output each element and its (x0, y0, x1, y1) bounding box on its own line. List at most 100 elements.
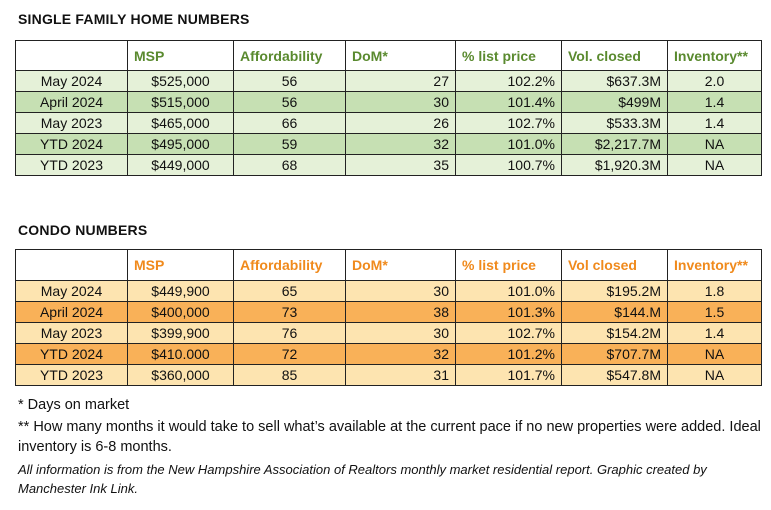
cell-dom: 32 (345, 133, 456, 155)
cell-inventory: 1.4 (667, 91, 762, 113)
header-blank (15, 249, 128, 281)
footnote-dom: * Days on market (18, 397, 130, 413)
cell-list-price: 101.2% (455, 343, 562, 365)
header-dom: DoM* (345, 249, 456, 281)
header-inventory: Inventory** (667, 40, 762, 71)
cell-affordability: 76 (233, 322, 346, 344)
cell-affordability: 72 (233, 343, 346, 365)
cell-inventory: NA (667, 133, 762, 155)
header-list-price: % list price (455, 249, 562, 281)
cell-vol-closed: $533.3M (561, 112, 668, 134)
cell-dom: 30 (345, 322, 456, 344)
cell-inventory: NA (667, 343, 762, 365)
cell-list-price: 102.7% (455, 322, 562, 344)
row-label: May 2024 (15, 280, 128, 302)
row-label: YTD 2023 (15, 154, 128, 176)
row-label: May 2024 (15, 70, 128, 92)
cell-msp: $495,000 (127, 133, 234, 155)
row-label: YTD 2023 (15, 364, 128, 386)
table-header-row: MSP Affordability DoM* % list price Vol … (15, 249, 762, 281)
single-family-title: SINGLE FAMILY HOME NUMBERS (18, 11, 250, 27)
cell-list-price: 102.7% (455, 112, 562, 134)
cell-msp: $399,900 (127, 322, 234, 344)
cell-msp: $400,000 (127, 301, 234, 323)
cell-vol-closed: $499M (561, 91, 668, 113)
footnote-inventory: ** How many months it would take to sell… (18, 419, 761, 455)
cell-vol-closed: $707.7M (561, 343, 668, 365)
table-row: May 2023 $399,900 76 30 102.7% $154.2M 1… (15, 322, 762, 344)
cell-dom: 31 (345, 364, 456, 386)
row-label: YTD 2024 (15, 133, 128, 155)
cell-inventory: 1.4 (667, 112, 762, 134)
cell-dom: 35 (345, 154, 456, 176)
cell-vol-closed: $637.3M (561, 70, 668, 92)
cell-list-price: 101.0% (455, 133, 562, 155)
header-msp: MSP (127, 249, 234, 281)
cell-msp: $525,000 (127, 70, 234, 92)
row-label: April 2024 (15, 91, 128, 113)
cell-msp: $360,000 (127, 364, 234, 386)
cell-dom: 30 (345, 91, 456, 113)
cell-msp: $410.000 (127, 343, 234, 365)
cell-affordability: 56 (233, 91, 346, 113)
table-header-row: MSP Affordability DoM* % list price Vol.… (15, 40, 762, 71)
header-vol-closed: Vol. closed (561, 40, 668, 71)
cell-vol-closed: $1,920.3M (561, 154, 668, 176)
cell-dom: 26 (345, 112, 456, 134)
condo-table: MSP Affordability DoM* % list price Vol … (15, 249, 762, 386)
cell-affordability: 56 (233, 70, 346, 92)
cell-list-price: 102.2% (455, 70, 562, 92)
header-blank (15, 40, 128, 71)
header-list-price: % list price (455, 40, 562, 71)
cell-dom: 30 (345, 280, 456, 302)
cell-inventory: NA (667, 364, 762, 386)
cell-list-price: 101.7% (455, 364, 562, 386)
single-family-table: MSP Affordability DoM* % list price Vol.… (15, 40, 762, 176)
table-row: May 2023 $465,000 66 26 102.7% $533.3M 1… (15, 112, 762, 134)
cell-affordability: 85 (233, 364, 346, 386)
header-affordability: Affordability (233, 40, 346, 71)
cell-affordability: 73 (233, 301, 346, 323)
cell-affordability: 65 (233, 280, 346, 302)
row-label: YTD 2024 (15, 343, 128, 365)
cell-affordability: 66 (233, 112, 346, 134)
cell-msp: $515,000 (127, 91, 234, 113)
cell-list-price: 101.4% (455, 91, 562, 113)
cell-inventory: 1.8 (667, 280, 762, 302)
table-row: YTD 2024 $410.000 72 32 101.2% $707.7M N… (15, 343, 762, 365)
cell-inventory: 1.5 (667, 301, 762, 323)
row-label: April 2024 (15, 301, 128, 323)
cell-inventory: 2.0 (667, 70, 762, 92)
cell-list-price: 101.3% (455, 301, 562, 323)
cell-list-price: 101.0% (455, 280, 562, 302)
cell-affordability: 59 (233, 133, 346, 155)
source-credit: All information is from the New Hampshir… (18, 462, 707, 496)
cell-vol-closed: $195.2M (561, 280, 668, 302)
table-row: YTD 2023 $360,000 85 31 101.7% $547.8M N… (15, 364, 762, 386)
cell-inventory: 1.4 (667, 322, 762, 344)
table-row: YTD 2023 $449,000 68 35 100.7% $1,920.3M… (15, 154, 762, 176)
cell-vol-closed: $547.8M (561, 364, 668, 386)
header-vol-closed: Vol closed (561, 249, 668, 281)
header-affordability: Affordability (233, 249, 346, 281)
row-label: May 2023 (15, 112, 128, 134)
table-row: May 2024 $525,000 56 27 102.2% $637.3M 2… (15, 70, 762, 92)
cell-msp: $449,000 (127, 154, 234, 176)
cell-dom: 27 (345, 70, 456, 92)
table-row: May 2024 $449,900 65 30 101.0% $195.2M 1… (15, 280, 762, 302)
cell-msp: $449,900 (127, 280, 234, 302)
cell-affordability: 68 (233, 154, 346, 176)
table-row: April 2024 $515,000 56 30 101.4% $499M 1… (15, 91, 762, 113)
header-inventory: Inventory** (667, 249, 762, 281)
row-label: May 2023 (15, 322, 128, 344)
cell-dom: 32 (345, 343, 456, 365)
cell-dom: 38 (345, 301, 456, 323)
cell-vol-closed: $144.M (561, 301, 668, 323)
header-dom: DoM* (345, 40, 456, 71)
table-row: YTD 2024 $495,000 59 32 101.0% $2,217.7M… (15, 133, 762, 155)
table-row: April 2024 $400,000 73 38 101.3% $144.M … (15, 301, 762, 323)
header-msp: MSP (127, 40, 234, 71)
cell-vol-closed: $154.2M (561, 322, 668, 344)
cell-inventory: NA (667, 154, 762, 176)
condo-title: CONDO NUMBERS (18, 222, 148, 238)
